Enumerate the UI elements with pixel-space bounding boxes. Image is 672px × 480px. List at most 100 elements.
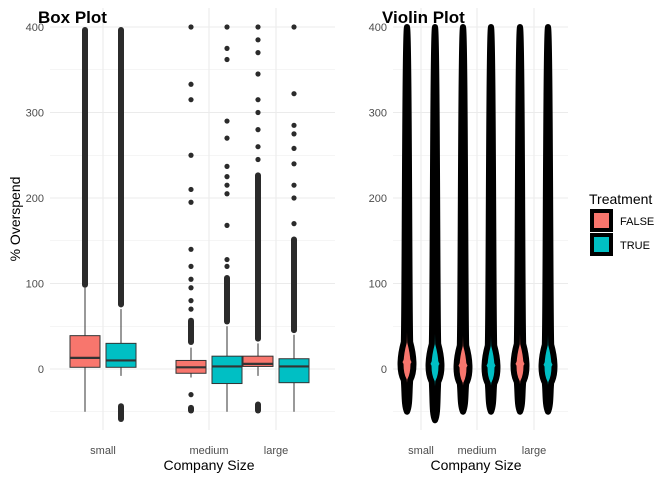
box-outlier-point xyxy=(255,71,261,77)
legend-key-true xyxy=(590,233,613,256)
legend-label-false: FALSE xyxy=(620,216,654,228)
box-outlier-band xyxy=(82,27,88,288)
box-outlier-point xyxy=(291,24,297,30)
box-plot-x-axis-label: Company Size xyxy=(163,457,254,473)
box-false-medium xyxy=(175,24,207,414)
box-body xyxy=(69,335,101,368)
box-plot-x-tick-labels: small medium large xyxy=(90,445,288,457)
box-outlier-point xyxy=(188,298,194,304)
box-true-medium xyxy=(211,24,243,412)
box-outlier-band xyxy=(118,403,124,423)
violin-peak-fill xyxy=(458,356,468,374)
violin-plot-panel: 0 100 200 300 400 small medium large Violin Pl… xyxy=(369,8,568,473)
legend: Treatment FALSE TRUE xyxy=(589,191,654,256)
box-body xyxy=(105,342,137,368)
box-outlier-point xyxy=(188,306,194,312)
legend-item-true: TRUE xyxy=(590,233,650,256)
violin-peak-fill xyxy=(430,354,440,372)
violin-plot-y-tick-labels: 0 100 200 300 400 xyxy=(369,22,387,376)
x-tick-label: small xyxy=(408,445,434,457)
y-tick-label: 100 xyxy=(26,279,44,291)
box-outlier-band xyxy=(118,27,124,308)
box-outlier-point xyxy=(255,109,261,116)
box-outlier-band xyxy=(188,404,194,414)
box-false-small xyxy=(69,27,101,412)
box-outlier-point xyxy=(188,97,194,103)
box-false-large xyxy=(242,24,274,414)
box-outlier-point xyxy=(224,174,230,180)
violin-body xyxy=(425,24,445,424)
box-outlier-point xyxy=(255,24,261,30)
box-outlier-point xyxy=(291,91,297,97)
box-outlier-point xyxy=(224,118,230,124)
box-outlier-point xyxy=(188,186,194,193)
violin-false-medium xyxy=(453,24,473,415)
box-outlier-point xyxy=(188,81,194,87)
legend-key-false xyxy=(590,209,613,232)
violin-false-small xyxy=(397,24,417,415)
violin-peak-fill xyxy=(515,354,525,372)
box-outlier-band xyxy=(255,172,261,342)
box-outlier-point xyxy=(255,127,261,133)
box-plot-marks xyxy=(69,24,310,423)
box-outlier-point xyxy=(224,256,230,263)
box-true-small xyxy=(105,27,137,423)
box-outlier-point xyxy=(188,276,194,282)
violin-body xyxy=(510,24,530,415)
box-outlier-point xyxy=(255,37,261,43)
violin-peak-fill xyxy=(402,353,412,371)
violin-body xyxy=(481,24,501,415)
x-tick-label: medium xyxy=(457,445,496,457)
y-tick-label: 300 xyxy=(26,108,44,120)
box-outlier-point xyxy=(255,97,261,103)
box-plot-y-axis-label: % Overspend xyxy=(7,177,23,262)
box-plot-title: Box Plot xyxy=(38,8,107,27)
violin-peak-fill xyxy=(543,355,553,373)
box-outlier-point xyxy=(188,392,194,398)
box-outlier-point xyxy=(224,45,230,51)
violin-plot-title: Violin Plot xyxy=(382,8,465,27)
violin-peak-fill xyxy=(486,356,496,374)
box-outlier-point xyxy=(224,182,230,188)
box-outlier-point xyxy=(224,222,230,228)
x-tick-label: medium xyxy=(189,445,228,457)
box-outlier-point xyxy=(224,191,230,197)
box-true-large xyxy=(278,24,310,412)
box-outlier-point xyxy=(291,145,297,152)
box-outlier-point xyxy=(255,144,261,150)
box-outlier-point xyxy=(291,122,297,128)
violin-plot-x-axis-label: Company Size xyxy=(430,457,521,473)
box-outlier-band xyxy=(224,274,230,325)
y-tick-label: 300 xyxy=(369,108,387,120)
x-tick-label: large xyxy=(522,445,546,457)
violin-true-medium xyxy=(481,24,501,415)
violin-body xyxy=(397,24,417,415)
box-outlier-point xyxy=(224,135,230,141)
box-outlier-point xyxy=(224,56,230,63)
box-outlier-point xyxy=(291,131,297,137)
box-body xyxy=(242,355,274,367)
legend-item-false: FALSE xyxy=(590,209,654,232)
violin-body xyxy=(538,24,558,415)
box-outlier-point xyxy=(188,199,194,205)
box-outlier-point xyxy=(291,221,297,227)
violin-plot-gridlines xyxy=(393,8,568,430)
box-outlier-point xyxy=(291,195,297,201)
box-outlier-point xyxy=(291,182,297,188)
box-outlier-point xyxy=(188,263,194,269)
box-outlier-point xyxy=(224,263,230,269)
violin-true-small xyxy=(425,24,445,424)
box-outlier-band xyxy=(291,236,297,334)
box-outlier-point xyxy=(255,156,261,163)
legend-title: Treatment xyxy=(589,191,652,207)
box-outlier-point xyxy=(255,50,261,56)
box-body xyxy=(211,355,243,385)
box-outlier-band xyxy=(255,401,261,414)
violin-true-large xyxy=(538,24,558,415)
box-plot-y-tick-labels: 0 100 200 300 400 xyxy=(26,22,44,376)
x-tick-label: small xyxy=(90,445,116,457)
y-tick-label: 0 xyxy=(381,364,387,376)
y-tick-label: 400 xyxy=(26,22,44,34)
